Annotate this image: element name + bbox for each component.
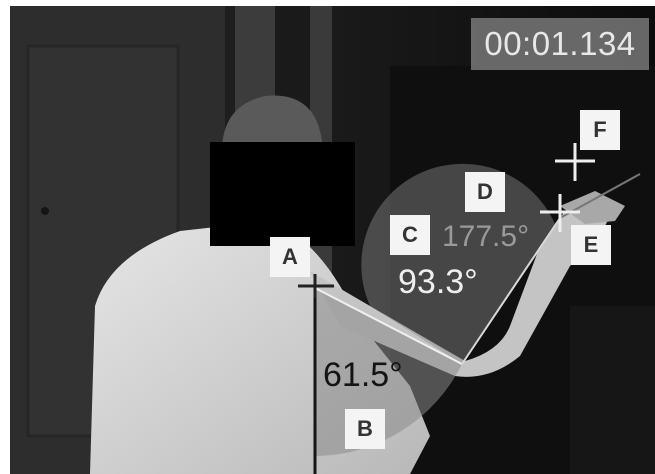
angle-label-c: 93.3° <box>398 263 478 301</box>
marker-label-e: E <box>571 225 611 265</box>
video-frame: 00:01.134 61.5° 93.3° 177.5° <box>10 6 655 474</box>
crosshair-e <box>540 194 580 232</box>
angle-sector-c <box>361 163 555 364</box>
face-censor-block <box>210 142 355 246</box>
crosshair-a <box>298 274 334 298</box>
marker-label-f: F <box>580 110 620 150</box>
forearm-line <box>461 217 561 365</box>
angle-label-a: 61.5° <box>323 356 403 394</box>
hand <box>560 191 625 224</box>
upper-arm-line <box>314 287 463 365</box>
marker-label-a: A <box>270 237 310 277</box>
marker-label-d: D <box>465 172 505 212</box>
door-knob <box>41 207 49 215</box>
marker-label-c: C <box>390 215 430 255</box>
timestamp-display: 00:01.134 <box>471 18 649 70</box>
crosshair-f <box>555 143 595 181</box>
angle-label-d: 177.5° <box>442 220 530 253</box>
marker-label-b: B <box>345 409 385 449</box>
